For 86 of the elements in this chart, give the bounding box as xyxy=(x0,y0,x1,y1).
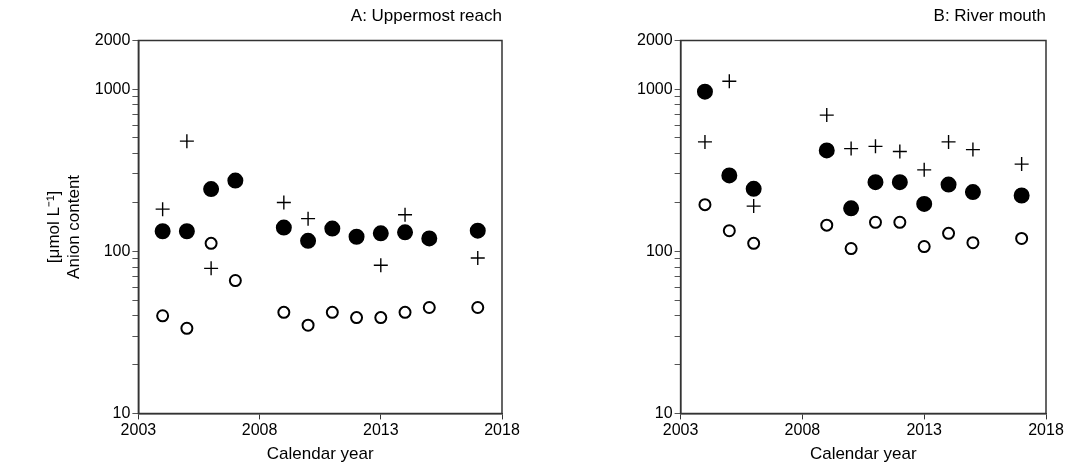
x-tick-label: 2018 xyxy=(1028,421,1064,439)
point xyxy=(1013,156,1030,172)
point xyxy=(300,232,317,249)
point xyxy=(325,305,339,319)
y-tick-label: 2000 xyxy=(94,30,131,48)
point xyxy=(917,240,931,254)
point xyxy=(227,172,244,189)
point xyxy=(698,198,712,212)
point xyxy=(276,194,292,211)
point xyxy=(203,260,219,277)
point xyxy=(373,257,389,273)
point xyxy=(374,311,388,325)
point xyxy=(940,176,957,193)
point xyxy=(397,207,413,223)
point xyxy=(324,220,341,237)
point xyxy=(697,134,713,150)
y-tick-label: 100 xyxy=(103,241,131,259)
point xyxy=(470,250,486,266)
point xyxy=(891,174,908,191)
point xyxy=(397,224,414,241)
x-tick-label: 2013 xyxy=(363,421,399,439)
x-tick-label: 2008 xyxy=(784,421,821,439)
point xyxy=(154,223,171,240)
x-tick-label: 2013 xyxy=(906,421,943,439)
point xyxy=(844,242,858,256)
y-tick-label: 1000 xyxy=(94,79,131,97)
chart-title: A: Uppermost reach xyxy=(350,5,502,25)
point xyxy=(372,225,389,242)
point xyxy=(747,236,761,250)
point xyxy=(892,143,908,160)
x-tick-label: 2018 xyxy=(484,421,520,439)
x-axis-title: Calendar year xyxy=(266,444,374,464)
x-tick-label: 2008 xyxy=(241,421,278,439)
point xyxy=(942,226,956,240)
point xyxy=(203,181,220,198)
point xyxy=(965,141,981,158)
point xyxy=(722,224,736,238)
point xyxy=(204,236,218,250)
y-tick-label: 1000 xyxy=(637,79,673,97)
x-tick-label: 2003 xyxy=(120,421,157,439)
point xyxy=(893,215,907,229)
point xyxy=(696,83,713,100)
point xyxy=(745,198,762,214)
x-tick-label: 2003 xyxy=(662,421,699,439)
point xyxy=(721,73,738,89)
point xyxy=(275,219,292,236)
point xyxy=(721,167,738,184)
point xyxy=(180,321,194,335)
chart-title: B: River mouth xyxy=(933,5,1046,25)
point xyxy=(421,230,438,247)
y-tick-label: 10 xyxy=(654,403,673,421)
point xyxy=(966,236,980,250)
point xyxy=(301,318,315,332)
x-axis-title: Calendar year xyxy=(809,444,918,464)
point xyxy=(916,195,933,212)
point xyxy=(940,134,957,150)
point xyxy=(156,309,170,323)
y-tick-label: 10 xyxy=(112,403,131,421)
point xyxy=(868,215,882,229)
y-tick-label: 100 xyxy=(645,241,673,259)
point xyxy=(469,222,486,239)
point xyxy=(964,184,981,201)
point xyxy=(228,274,242,288)
y-axis-title: [μmol L⁻¹] Anion content xyxy=(43,174,84,279)
point xyxy=(818,142,835,159)
point xyxy=(422,301,436,315)
point xyxy=(348,228,365,245)
point xyxy=(154,201,171,217)
point xyxy=(1013,187,1030,204)
point xyxy=(745,180,762,197)
point xyxy=(300,210,316,227)
point xyxy=(471,301,485,315)
point xyxy=(398,305,412,319)
point xyxy=(843,200,860,217)
y-tick-label: 2000 xyxy=(637,30,673,48)
point xyxy=(867,138,884,155)
point xyxy=(820,218,834,232)
point xyxy=(350,311,364,325)
point xyxy=(178,223,195,240)
point xyxy=(867,174,884,191)
point xyxy=(179,133,195,149)
point xyxy=(1015,231,1029,245)
point xyxy=(843,140,859,157)
point xyxy=(819,107,835,123)
point xyxy=(277,305,291,319)
point xyxy=(916,162,932,178)
